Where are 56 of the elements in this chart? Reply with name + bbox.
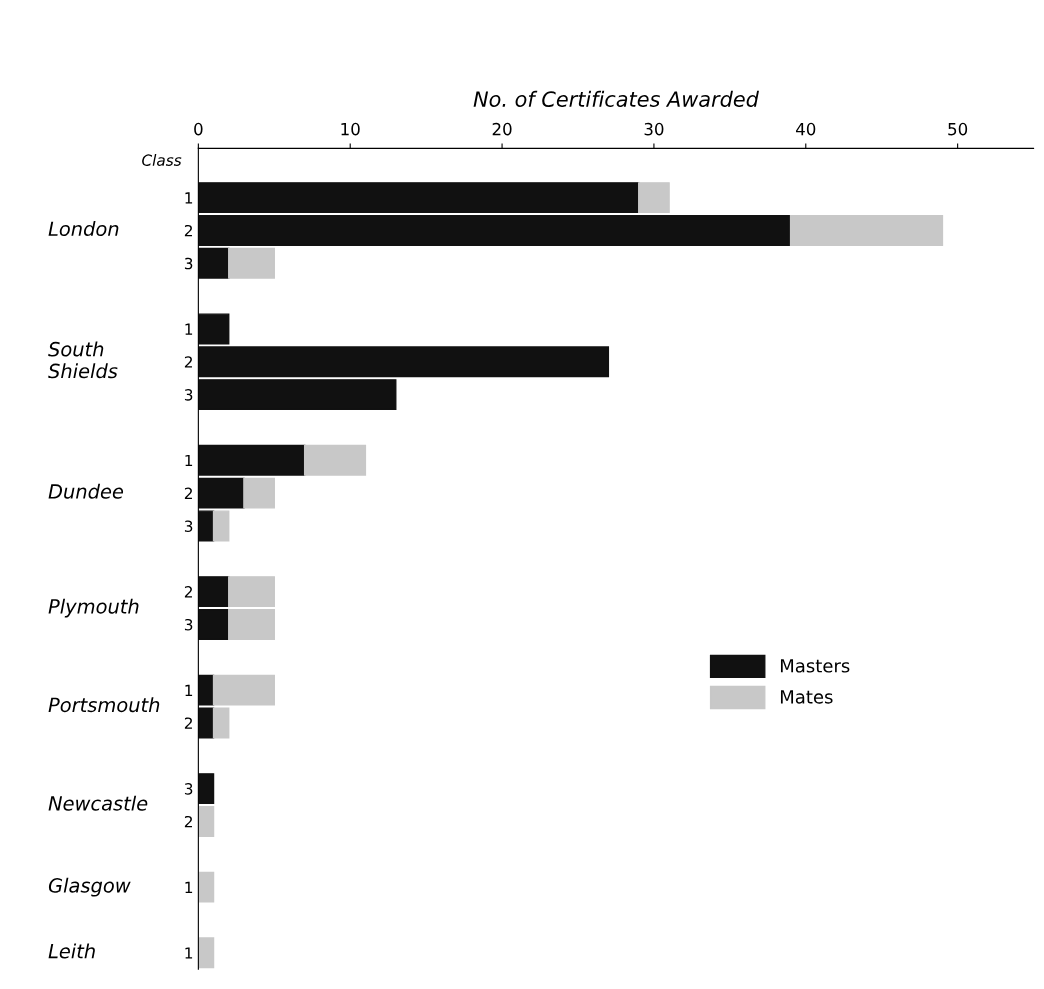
x-tick-label: 30 bbox=[644, 122, 664, 136]
y-tick-label: 2 bbox=[184, 717, 192, 729]
y-tick-label: 3 bbox=[184, 618, 193, 631]
bar bbox=[198, 608, 230, 640]
bar bbox=[638, 182, 670, 214]
bar bbox=[198, 576, 230, 608]
bar bbox=[243, 477, 275, 509]
text: Portsmouth bbox=[48, 697, 160, 713]
text: Leith bbox=[48, 943, 95, 959]
x-tick-label: 20 bbox=[492, 122, 512, 136]
legend-label: Mates bbox=[780, 690, 833, 704]
y-tick-label: 3 bbox=[184, 389, 193, 401]
bar bbox=[198, 346, 610, 378]
bar bbox=[198, 937, 215, 969]
text: Plymouth bbox=[48, 598, 139, 618]
y-tick-label: 3 bbox=[184, 783, 193, 795]
y-tick-label: 1 bbox=[185, 323, 193, 335]
bar bbox=[228, 576, 275, 608]
bar bbox=[198, 871, 215, 903]
bar bbox=[789, 214, 944, 246]
y-axis-title: Class bbox=[142, 154, 182, 166]
y-tick-label: 1 bbox=[185, 454, 193, 467]
x-tick-label: 40 bbox=[795, 122, 816, 136]
text: Glasgow bbox=[48, 877, 131, 897]
y-tick-label: 1 bbox=[185, 947, 193, 959]
text: Newcastle bbox=[48, 795, 148, 811]
y-tick-label: 1 bbox=[185, 192, 193, 204]
legend-label: Masters bbox=[780, 659, 850, 673]
bar bbox=[198, 182, 640, 214]
bar bbox=[198, 805, 215, 837]
bar bbox=[228, 608, 275, 640]
y-tick-label: 3 bbox=[184, 257, 193, 270]
x-tick-label: 50 bbox=[948, 122, 968, 136]
y-tick-label: 2 bbox=[184, 356, 192, 368]
y-tick-label: 2 bbox=[184, 224, 192, 237]
bar bbox=[303, 444, 367, 476]
text: London bbox=[48, 221, 119, 237]
y-tick-label: 2 bbox=[184, 487, 192, 499]
text: Dundee bbox=[48, 483, 124, 499]
y-tick-label: 3 bbox=[184, 520, 193, 532]
x-tick-label: 0 bbox=[194, 122, 203, 136]
text: South Shields bbox=[48, 341, 118, 379]
bar bbox=[198, 444, 306, 476]
bar bbox=[228, 247, 275, 279]
bar bbox=[198, 214, 792, 246]
bar bbox=[212, 510, 230, 542]
bar bbox=[198, 773, 215, 805]
y-tick-label: 1 bbox=[185, 881, 193, 893]
bar bbox=[198, 379, 397, 411]
y-tick-label: 1 bbox=[185, 684, 193, 696]
y-tick-label: 2 bbox=[184, 815, 192, 828]
x-tick-label: 10 bbox=[341, 122, 360, 136]
y-tick-label: 2 bbox=[184, 586, 192, 598]
bar bbox=[198, 247, 230, 279]
bar bbox=[198, 313, 230, 345]
chart-title: No. of Certificates Awarded bbox=[473, 90, 759, 107]
